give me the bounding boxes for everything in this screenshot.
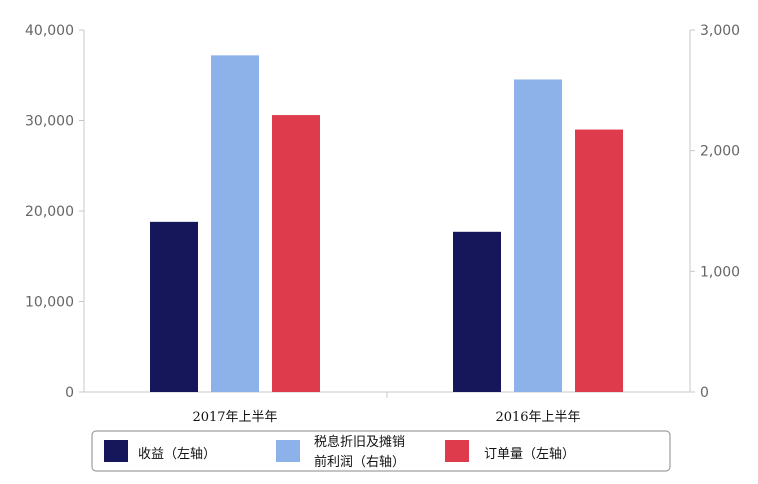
y-right-tick-label: 3,000 [700, 23, 740, 39]
legend-label: 前利润（右轴） [314, 454, 405, 470]
bar-series-0-0 [150, 221, 198, 392]
x-category-label: 2017年上半年 [192, 410, 277, 425]
y-right-tick-label: 2,000 [700, 144, 740, 160]
bar-series-0-1 [453, 231, 501, 392]
bar-series-2-0 [272, 115, 320, 392]
bar-series-1-0 [211, 55, 259, 393]
legend-swatch [445, 440, 469, 462]
legend-box [91, 430, 671, 472]
y-left-tick-label: 20,000 [25, 204, 74, 220]
bar-series-2-1 [575, 129, 623, 393]
legend-label: 收益（左轴） [138, 447, 216, 462]
tick-labels: 0 10,000 20,000 30,000 40,000 0 1,000 2,000 3,00… [25, 23, 740, 401]
x-category-label: 2016年上半年 [495, 410, 580, 425]
y-left-tick-label: 40,000 [25, 23, 74, 39]
y-right-tick-label: 0 [700, 385, 709, 401]
legend-swatch [104, 440, 128, 462]
y-left-tick-label: 10,000 [25, 295, 74, 311]
y-right-tick-label: 1,000 [700, 264, 740, 280]
category-labels: 2017年上半年 2016年上半年 [192, 410, 580, 425]
legend-label: 订单量（左轴） [484, 447, 575, 462]
y-left-tick-label: 0 [65, 385, 74, 401]
bar-series-1-1 [514, 79, 562, 393]
y-left-tick-label: 30,000 [25, 114, 74, 130]
bars [150, 55, 623, 393]
legend-label: 税息折旧及摊销 [314, 434, 405, 450]
legend-swatch [276, 440, 300, 462]
